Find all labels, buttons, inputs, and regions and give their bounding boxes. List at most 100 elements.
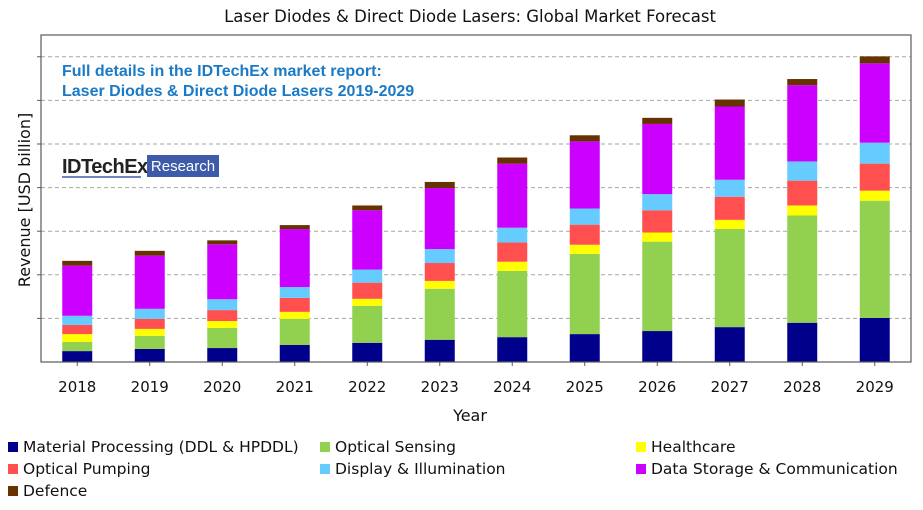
bar-segment-material-processing-ddl-hpddl xyxy=(714,327,745,362)
bar-segment-material-processing-ddl-hpddl xyxy=(569,334,600,362)
legend-swatch xyxy=(636,464,646,474)
legend-item: Data Storage & Communication xyxy=(636,460,898,478)
bar-segment-optical-pumping xyxy=(207,310,238,322)
bar-segment-defence xyxy=(787,79,818,86)
legend-item: Optical Pumping xyxy=(8,460,150,478)
bar-segment-display-illumination xyxy=(134,308,165,319)
bar-segment-display-illumination xyxy=(642,194,673,211)
bar-segment-data-storage-communication xyxy=(859,63,890,143)
x-tick-label: 2018 xyxy=(58,378,96,396)
bar-segment-display-illumination xyxy=(497,227,528,243)
bar-segment-optical-pumping xyxy=(424,263,455,281)
bar-stack-2021 xyxy=(279,225,310,362)
bar-stack-2025 xyxy=(569,135,600,362)
bar-segment-optical-pumping xyxy=(859,163,890,191)
bar-segment-material-processing-ddl-hpddl xyxy=(352,342,383,362)
bar-segment-optical-pumping xyxy=(352,282,383,299)
bar-segment-display-illumination xyxy=(62,315,93,325)
bar-stack-2020 xyxy=(207,240,238,362)
bar-segment-optical-sensing xyxy=(134,335,165,349)
bar-segment-optical-pumping xyxy=(497,242,528,262)
bar-segment-material-processing-ddl-hpddl xyxy=(424,339,455,362)
x-tick-label: 2027 xyxy=(711,378,749,396)
bar-segment-optical-sensing xyxy=(424,288,455,340)
logo-badge xyxy=(147,155,219,177)
bar-segment-defence xyxy=(207,240,238,245)
bar-segment-defence xyxy=(279,225,310,230)
bar-segment-display-illumination xyxy=(569,208,600,225)
bar-segment-data-storage-communication xyxy=(787,85,818,162)
legend-item: Healthcare xyxy=(636,438,736,456)
x-tick-label: 2022 xyxy=(348,378,386,396)
legend-swatch xyxy=(8,464,18,474)
bar-segment-optical-sensing xyxy=(279,318,310,345)
bar-stack-2023 xyxy=(424,181,455,362)
legend-label: Defence xyxy=(23,482,87,500)
x-tick-labels: 2018 2019 2020 2021 2022 2023 2024 2025 2026 2027… xyxy=(58,378,894,396)
bar-segment-optical-pumping xyxy=(714,196,745,220)
x-tick-label: 2028 xyxy=(783,378,821,396)
legend-item: Display & Illumination xyxy=(320,460,506,478)
axis-ticks xyxy=(37,56,876,366)
bar-segment-defence xyxy=(62,260,93,266)
bar-segment-healthcare xyxy=(62,334,93,342)
bar-segment-optical-sensing xyxy=(352,305,383,343)
bar-segment-defence xyxy=(134,250,165,256)
bar-segment-optical-sensing xyxy=(569,253,600,335)
x-tick-label: 2024 xyxy=(493,378,531,396)
bar-segment-healthcare xyxy=(859,190,890,201)
idtechex-logo: IDTechEx Research xyxy=(62,155,219,178)
legend-item: Material Processing (DDL & HPDDL) xyxy=(8,438,299,456)
bar-segment-defence xyxy=(352,205,383,211)
bar-stack-2029 xyxy=(859,56,890,362)
bar-segment-optical-sensing xyxy=(207,327,238,349)
bar-segment-healthcare xyxy=(642,232,673,242)
bar-stack-2019 xyxy=(134,250,165,362)
bar-segment-healthcare xyxy=(207,321,238,328)
bar-segment-optical-sensing xyxy=(497,270,528,338)
bar-segment-optical-sensing xyxy=(642,241,673,332)
legend-swatch xyxy=(320,464,330,474)
bar-segment-data-storage-communication xyxy=(714,106,745,180)
bar-segment-optical-sensing xyxy=(62,341,93,352)
x-tick-label: 2021 xyxy=(276,378,314,396)
bar-segment-optical-pumping xyxy=(642,210,673,233)
x-tick-label: 2020 xyxy=(203,378,241,396)
x-axis-label: Year xyxy=(452,406,487,425)
bar-segment-defence xyxy=(859,56,890,64)
bar-stack-2026 xyxy=(642,117,673,362)
bar-segment-data-storage-communication xyxy=(424,188,455,250)
bar-segment-material-processing-ddl-hpddl xyxy=(279,344,310,362)
logo-wordmark: IDTechEx xyxy=(62,156,148,178)
bar-segment-optical-pumping xyxy=(787,180,818,206)
bar-segment-material-processing-ddl-hpddl xyxy=(62,351,93,362)
legend-item: Defence xyxy=(8,482,87,500)
bar-segment-optical-sensing xyxy=(787,215,818,323)
legend-label: Display & Illumination xyxy=(335,460,506,478)
bar-stack-2028 xyxy=(787,79,818,362)
x-tick-label: 2019 xyxy=(131,378,169,396)
bar-segment-healthcare xyxy=(787,205,818,216)
legend: Material Processing (DDL & HPDDL) Optical… xyxy=(8,438,898,500)
legend-label: Data Storage & Communication xyxy=(651,460,898,478)
bar-segment-healthcare xyxy=(279,311,310,319)
bar-segment-display-illumination xyxy=(424,249,455,264)
bar-segment-data-storage-communication xyxy=(134,255,165,309)
bar-segment-optical-pumping xyxy=(279,297,310,312)
bar-segment-material-processing-ddl-hpddl xyxy=(642,331,673,362)
bar-segment-display-illumination xyxy=(279,287,310,298)
bar-segment-display-illumination xyxy=(714,179,745,197)
bar-segment-material-processing-ddl-hpddl xyxy=(497,337,528,362)
legend-swatch xyxy=(320,442,330,452)
legend-swatch xyxy=(8,442,18,452)
bars xyxy=(62,56,890,362)
bar-stack-2027 xyxy=(714,99,745,362)
logo-badge-text: Research xyxy=(151,158,215,175)
bar-segment-material-processing-ddl-hpddl xyxy=(207,348,238,362)
legend-label: Healthcare xyxy=(651,438,736,456)
bar-segment-display-illumination xyxy=(207,299,238,311)
bar-segment-data-storage-communication xyxy=(207,244,238,300)
bar-segment-defence xyxy=(424,181,455,189)
legend-label: Optical Sensing xyxy=(335,438,456,456)
